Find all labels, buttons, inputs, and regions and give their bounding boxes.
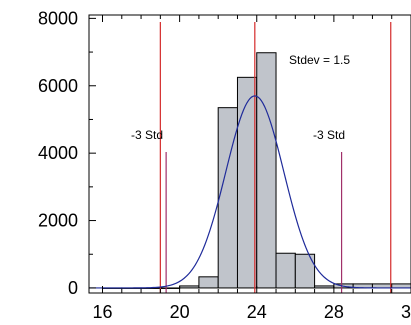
histogram-bar	[198, 276, 219, 289]
normal-curve	[89, 95, 411, 289]
plot-frame	[88, 14, 411, 294]
x-tick-label: 24	[247, 302, 267, 322]
right-std-label: -3 Std	[313, 128, 345, 142]
left-std-label: -3 Std	[131, 128, 163, 142]
y-tick-label: 2000	[38, 211, 78, 231]
histogram-bar	[217, 107, 238, 289]
histogram-bar	[275, 252, 296, 289]
histogram-bar	[179, 285, 200, 289]
histogram-bar	[391, 283, 411, 289]
histogram-bar	[236, 76, 258, 289]
histogram-bar	[256, 52, 277, 289]
y-tick-label: 8000	[38, 8, 78, 28]
x-tick-label: 32	[401, 302, 411, 322]
histogram-bar	[314, 285, 335, 289]
histogram-bar	[159, 287, 181, 289]
y-tick-label: 4000	[38, 143, 78, 163]
x-tick-label: 20	[170, 302, 190, 322]
histogram-bar	[294, 253, 316, 289]
stdev-label: Stdev = 1.5	[289, 53, 350, 67]
y-tick-label: 6000	[38, 76, 78, 96]
y-tick-label: 0	[68, 278, 78, 298]
x-tick-label: 28	[324, 302, 344, 322]
x-tick-label: 16	[92, 302, 112, 322]
